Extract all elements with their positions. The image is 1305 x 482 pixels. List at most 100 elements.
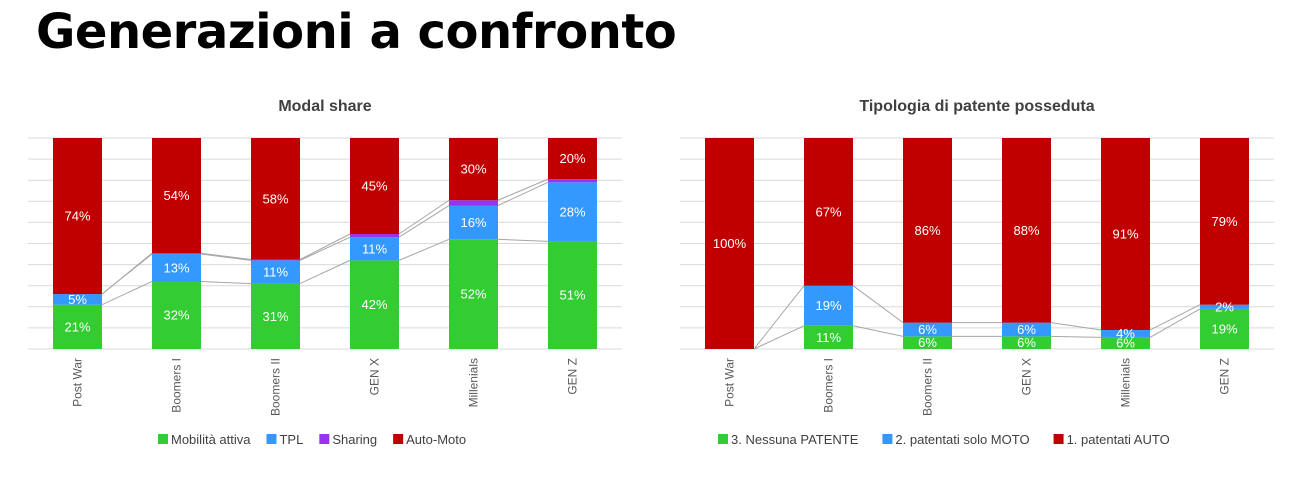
- x-tick-label: Boomers II: [269, 358, 283, 416]
- x-tick-label: Boomers I: [822, 358, 836, 413]
- data-label: 42%: [361, 297, 387, 312]
- bar-2-patentati-solo-moto-boomers-ii: [903, 322, 952, 337]
- data-label: 4%: [1116, 326, 1135, 341]
- series-line-tpl: [398, 205, 450, 238]
- bar-1-patentati-auto-boomers-ii: [903, 138, 952, 323]
- bar-2-patentati-solo-moto-boomers-i: [804, 285, 853, 326]
- data-label: 21%: [64, 319, 90, 334]
- data-label: 19%: [1211, 321, 1237, 336]
- data-label: 54%: [163, 188, 189, 203]
- legend-label-3-nessuna-patente: 3. Nessuna PATENTE: [731, 432, 859, 447]
- series-line-sharing: [200, 252, 252, 261]
- series-line-tpl: [200, 253, 252, 261]
- bar-mobilit-attiva-boomers-ii: [251, 283, 300, 349]
- series-line-sharing: [299, 233, 351, 260]
- series-line-sharing: [497, 178, 549, 201]
- legend-label-2-patentati-solo-moto: 2. patentati solo MOTO: [895, 432, 1029, 447]
- bar-mobilit-attiva-gen-z: [548, 241, 597, 349]
- bar-auto-moto-boomers-ii: [251, 138, 300, 260]
- data-label: 6%: [1116, 336, 1135, 351]
- x-tick-label: Millenials: [1119, 358, 1133, 407]
- data-label: 2%: [1215, 299, 1234, 314]
- chart-modal-share: Modal share 21% 5% 74% 32% 13% 54% 31% 11% 58% 42%…: [28, 98, 622, 447]
- data-label: 13%: [163, 260, 189, 275]
- bar-auto-moto-millenials: [449, 138, 498, 201]
- bar-auto-moto-boomers-i: [152, 138, 201, 254]
- bar-tpl-gen-z: [548, 182, 597, 242]
- data-label: 86%: [914, 223, 940, 238]
- data-label: 20%: [559, 151, 585, 166]
- legend-swatch-sharing: [319, 434, 330, 444]
- legend-swatch-1-patentati-auto: [1053, 434, 1064, 444]
- series-line-2-patentati-solo-moto: [852, 285, 904, 324]
- bar-1-patentati-auto-post-war: [705, 138, 754, 349]
- series-line-2-patentati-solo-moto: [1149, 304, 1201, 331]
- bar-auto-moto-gen-x: [350, 138, 399, 235]
- legend-swatch-mobilit-attiva: [158, 434, 168, 444]
- x-tick-label: Post War: [71, 358, 85, 407]
- x-tick-label: GEN Z: [1218, 358, 1232, 395]
- bar-2-patentati-solo-moto-gen-x: [1002, 322, 1051, 337]
- bar-sharing-millenials: [449, 200, 498, 206]
- x-tick-label: GEN Z: [566, 358, 580, 395]
- legend-swatch-auto-moto: [393, 434, 404, 444]
- bar-1-patentati-auto-gen-z: [1200, 138, 1249, 305]
- bar-tpl-gen-x: [350, 237, 399, 261]
- bar-3-nessuna-patente-gen-z: [1200, 308, 1249, 349]
- series-line-mobilit-attiva: [299, 259, 351, 285]
- data-label: 6%: [1017, 322, 1036, 337]
- series-line-2-patentati-solo-moto: [1050, 322, 1102, 331]
- legend-label-1-patentati-auto: 1. patentati AUTO: [1067, 432, 1170, 447]
- legend-label-tpl: TPL: [279, 432, 303, 447]
- legend-swatch-tpl: [266, 434, 277, 444]
- bar-mobilit-attiva-boomers-i: [152, 281, 201, 349]
- bar-mobilit-attiva-gen-x: [350, 260, 399, 349]
- x-tick-label: Boomers II: [921, 358, 935, 416]
- bar-3-nessuna-patente-boomers-i: [804, 325, 853, 349]
- series-line-3-nessuna-patente: [753, 325, 805, 350]
- bar-tpl-millenials: [449, 205, 498, 240]
- legend-label-sharing: Sharing: [332, 432, 377, 447]
- bar-3-nessuna-patente-millenials: [1101, 337, 1150, 349]
- bar-1-patentati-auto-gen-x: [1002, 138, 1051, 323]
- x-tick-label: GEN X: [368, 358, 382, 395]
- bar-sharing-boomers-ii: [251, 259, 300, 261]
- bar-sharing-boomers-i: [152, 253, 201, 255]
- bar-tpl-boomers-ii: [251, 260, 300, 284]
- data-label: 11%: [263, 264, 288, 279]
- bar-auto-moto-post-war: [53, 138, 102, 295]
- bar-sharing-gen-z: [548, 179, 597, 183]
- x-tick-label: Post War: [723, 358, 737, 407]
- data-label: 28%: [559, 204, 585, 219]
- series-line-tpl: [299, 236, 351, 261]
- series-line-sharing: [101, 252, 153, 295]
- data-label: 88%: [1013, 223, 1039, 238]
- series-line-3-nessuna-patente: [1050, 335, 1102, 338]
- data-label: 30%: [460, 162, 486, 177]
- data-label: 31%: [262, 309, 288, 324]
- data-label: 6%: [918, 322, 937, 337]
- data-label: 5%: [68, 292, 87, 307]
- data-label: 91%: [1112, 227, 1138, 242]
- data-label: 74%: [64, 209, 90, 224]
- data-label: 79%: [1211, 214, 1237, 229]
- legend-label-auto-moto: Auto-Moto: [406, 432, 466, 447]
- bar-3-nessuna-patente-boomers-ii: [903, 336, 952, 349]
- series-line-mobilit-attiva: [101, 281, 153, 306]
- legend-label-mobilit-attiva: Mobilità attiva: [171, 432, 251, 447]
- x-tick-label: GEN X: [1020, 358, 1034, 395]
- data-label: 19%: [815, 298, 841, 313]
- chart-title: Tipologia di patente posseduta: [859, 98, 1094, 115]
- data-label: 32%: [163, 308, 189, 323]
- bar-3-nessuna-patente-gen-x: [1002, 336, 1051, 349]
- series-line-2-patentati-solo-moto: [753, 285, 805, 350]
- bar-tpl-post-war: [53, 294, 102, 305]
- x-tick-label: Millenials: [467, 358, 481, 407]
- bar-1-patentati-auto-boomers-i: [804, 138, 853, 286]
- page-title: Generazioni a confronto: [36, 4, 677, 60]
- data-label: 67%: [815, 204, 841, 219]
- data-label: 100%: [713, 236, 747, 251]
- series-line-3-nessuna-patente: [852, 325, 904, 337]
- data-label: 6%: [1017, 335, 1036, 350]
- data-label: 11%: [362, 241, 387, 256]
